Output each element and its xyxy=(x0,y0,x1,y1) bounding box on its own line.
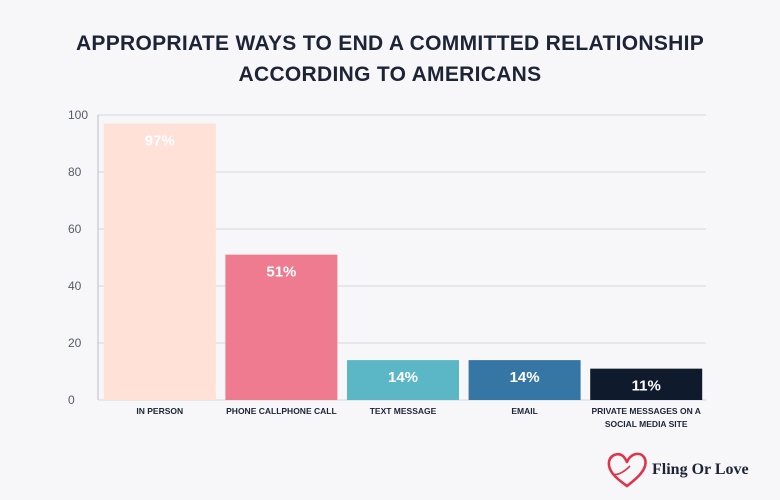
y-tick-label: 40 xyxy=(68,279,82,293)
data-label: 11% xyxy=(632,378,661,395)
y-tick-label: 0 xyxy=(68,393,75,407)
y-tick-label: 20 xyxy=(68,336,82,350)
bar xyxy=(103,123,216,401)
y-tick-label: 80 xyxy=(68,165,82,179)
chart-title-line-1: APPROPRIATE WAYS TO END A COMMITTED RELA… xyxy=(75,32,705,55)
x-tick-label: TEXT MESSAGE xyxy=(370,406,437,416)
brand-name: Fling Or Love xyxy=(652,461,749,478)
x-tick-label: PRIVATE MESSAGES ON A xyxy=(591,406,700,416)
x-tick-label: EMAIL xyxy=(511,406,537,416)
bar xyxy=(347,360,459,400)
x-tick-label: SOCIAL MEDIA SITE xyxy=(605,419,688,429)
data-label: 97% xyxy=(145,133,175,150)
data-label: 14% xyxy=(388,369,418,386)
bar xyxy=(468,360,581,400)
x-tick-label: IN PERSON xyxy=(136,406,183,416)
bar xyxy=(225,254,338,400)
chart-title: APPROPRIATE WAYS TO END A COMMITTED RELA… xyxy=(0,28,780,90)
bar xyxy=(590,368,703,400)
y-tick-label: 100 xyxy=(68,108,88,122)
data-label: 14% xyxy=(510,369,540,386)
data-label: 51% xyxy=(266,264,296,281)
x-tick-label: PHONE CALLPHONE CALL xyxy=(226,406,337,416)
chart-title-line-2: ACCORDING TO AMERICANS xyxy=(238,63,542,86)
brand-logo: Fling Or Love xyxy=(606,450,771,490)
heart-logo-icon xyxy=(607,452,647,488)
y-tick-label: 60 xyxy=(68,222,82,236)
